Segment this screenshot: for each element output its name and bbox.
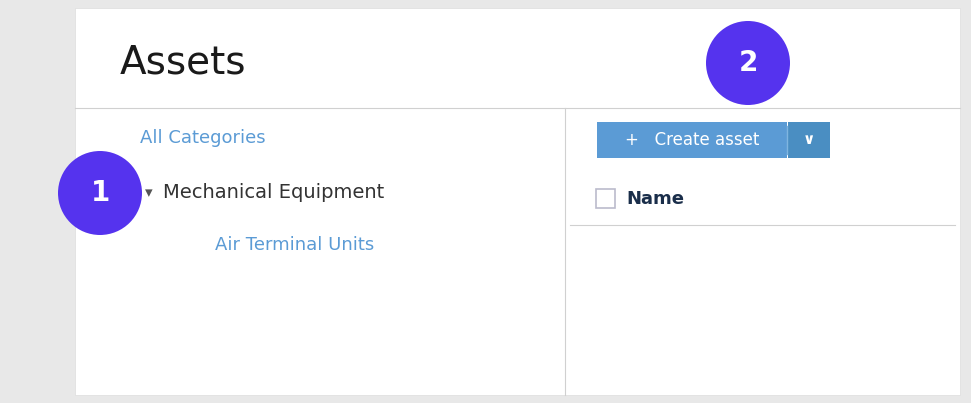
FancyBboxPatch shape	[788, 122, 830, 158]
Text: ∨: ∨	[803, 133, 816, 147]
FancyBboxPatch shape	[75, 8, 960, 395]
FancyBboxPatch shape	[596, 189, 615, 208]
Text: 1: 1	[90, 179, 110, 207]
Text: 2: 2	[738, 49, 757, 77]
Circle shape	[706, 21, 790, 105]
Text: All Categories: All Categories	[140, 129, 266, 147]
Text: Air Terminal Units: Air Terminal Units	[215, 236, 374, 254]
Text: ▾: ▾	[145, 185, 152, 201]
Circle shape	[58, 151, 142, 235]
Text: Assets: Assets	[120, 44, 247, 82]
Text: +   Create asset: + Create asset	[624, 131, 759, 149]
Text: Mechanical Equipment: Mechanical Equipment	[163, 183, 385, 202]
FancyBboxPatch shape	[597, 122, 787, 158]
Text: Name: Name	[626, 189, 684, 208]
